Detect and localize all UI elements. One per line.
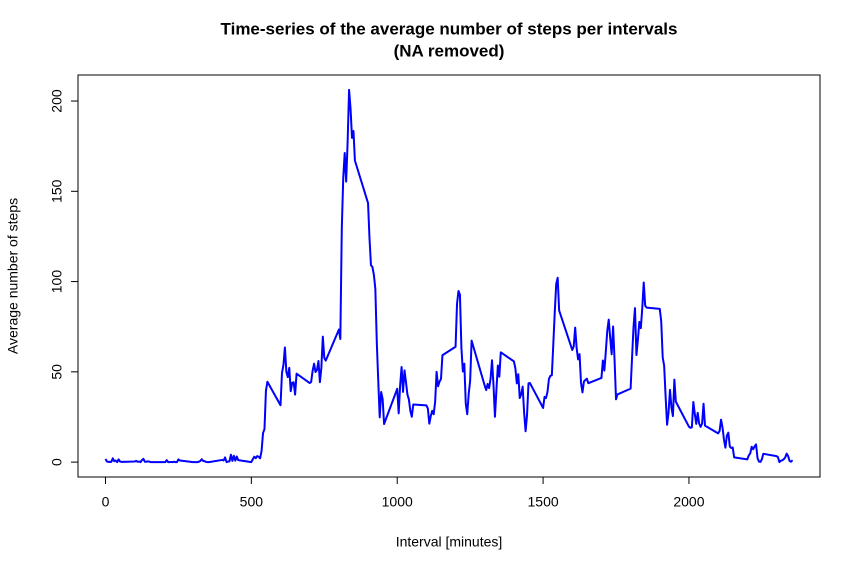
x-axis-title: Interval [minutes]	[396, 534, 503, 550]
x-tick-label: 1000	[382, 494, 413, 510]
y-tick-label: 50	[49, 364, 65, 380]
chart-title: Time-series of the average number of ste…	[221, 19, 678, 38]
y-tick-label: 100	[49, 270, 65, 294]
y-tick-label: 0	[49, 458, 65, 466]
chart-subtitle: (NA removed)	[394, 41, 505, 60]
line-series	[104, 88, 794, 464]
x-tick-label: 500	[240, 494, 264, 510]
y-axis-title: Average number of steps	[5, 198, 21, 354]
y-tick-label: 150	[49, 179, 65, 203]
x-tick-label: 0	[102, 494, 110, 510]
x-tick-label: 1500	[528, 494, 559, 510]
y-tick-label: 200	[49, 89, 65, 113]
x-tick-label: 2000	[673, 494, 704, 510]
